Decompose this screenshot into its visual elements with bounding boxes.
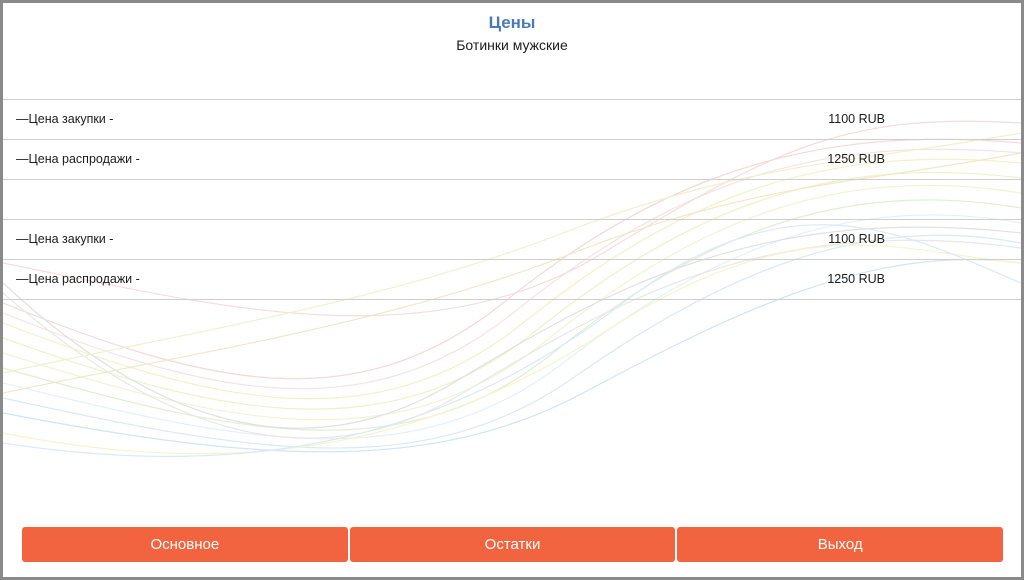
- list-item[interactable]: —Цена закупки - 1100 RUB: [3, 99, 1021, 139]
- price-list: —Цена закупки - 1100 RUB —Цена распродаж…: [3, 99, 1021, 300]
- list-item[interactable]: —Цена закупки - 1100 RUB: [3, 219, 1021, 259]
- list-item[interactable]: —Цена распродажи - 1250 RUB: [3, 259, 1021, 300]
- bottom-button-bar: Основное Остатки Выход: [22, 527, 1004, 562]
- price-value: 1100 RUB: [828, 112, 885, 126]
- list-item-empty: [3, 179, 1021, 219]
- product-name: Ботинки мужские: [456, 37, 568, 53]
- main-button[interactable]: Основное: [22, 527, 348, 562]
- price-value: 1250 RUB: [827, 152, 885, 166]
- app-screen: Цены Ботинки мужские —Цена закупки - 110…: [3, 3, 1021, 577]
- page-title: Цены: [488, 13, 536, 32]
- price-value: 1100 RUB: [828, 232, 885, 246]
- wave-background: [3, 120, 1021, 458]
- price-label: —Цена закупки -: [16, 112, 114, 126]
- stock-button[interactable]: Остатки: [349, 527, 676, 562]
- list-item[interactable]: —Цена распродажи - 1250 RUB: [3, 139, 1021, 179]
- price-label: —Цена закупки -: [16, 232, 114, 246]
- exit-button[interactable]: Выход: [677, 527, 1004, 562]
- price-label: —Цена распродажи -: [16, 152, 140, 166]
- price-value: 1250 RUB: [827, 272, 885, 286]
- price-label: —Цена распродажи -: [16, 272, 140, 286]
